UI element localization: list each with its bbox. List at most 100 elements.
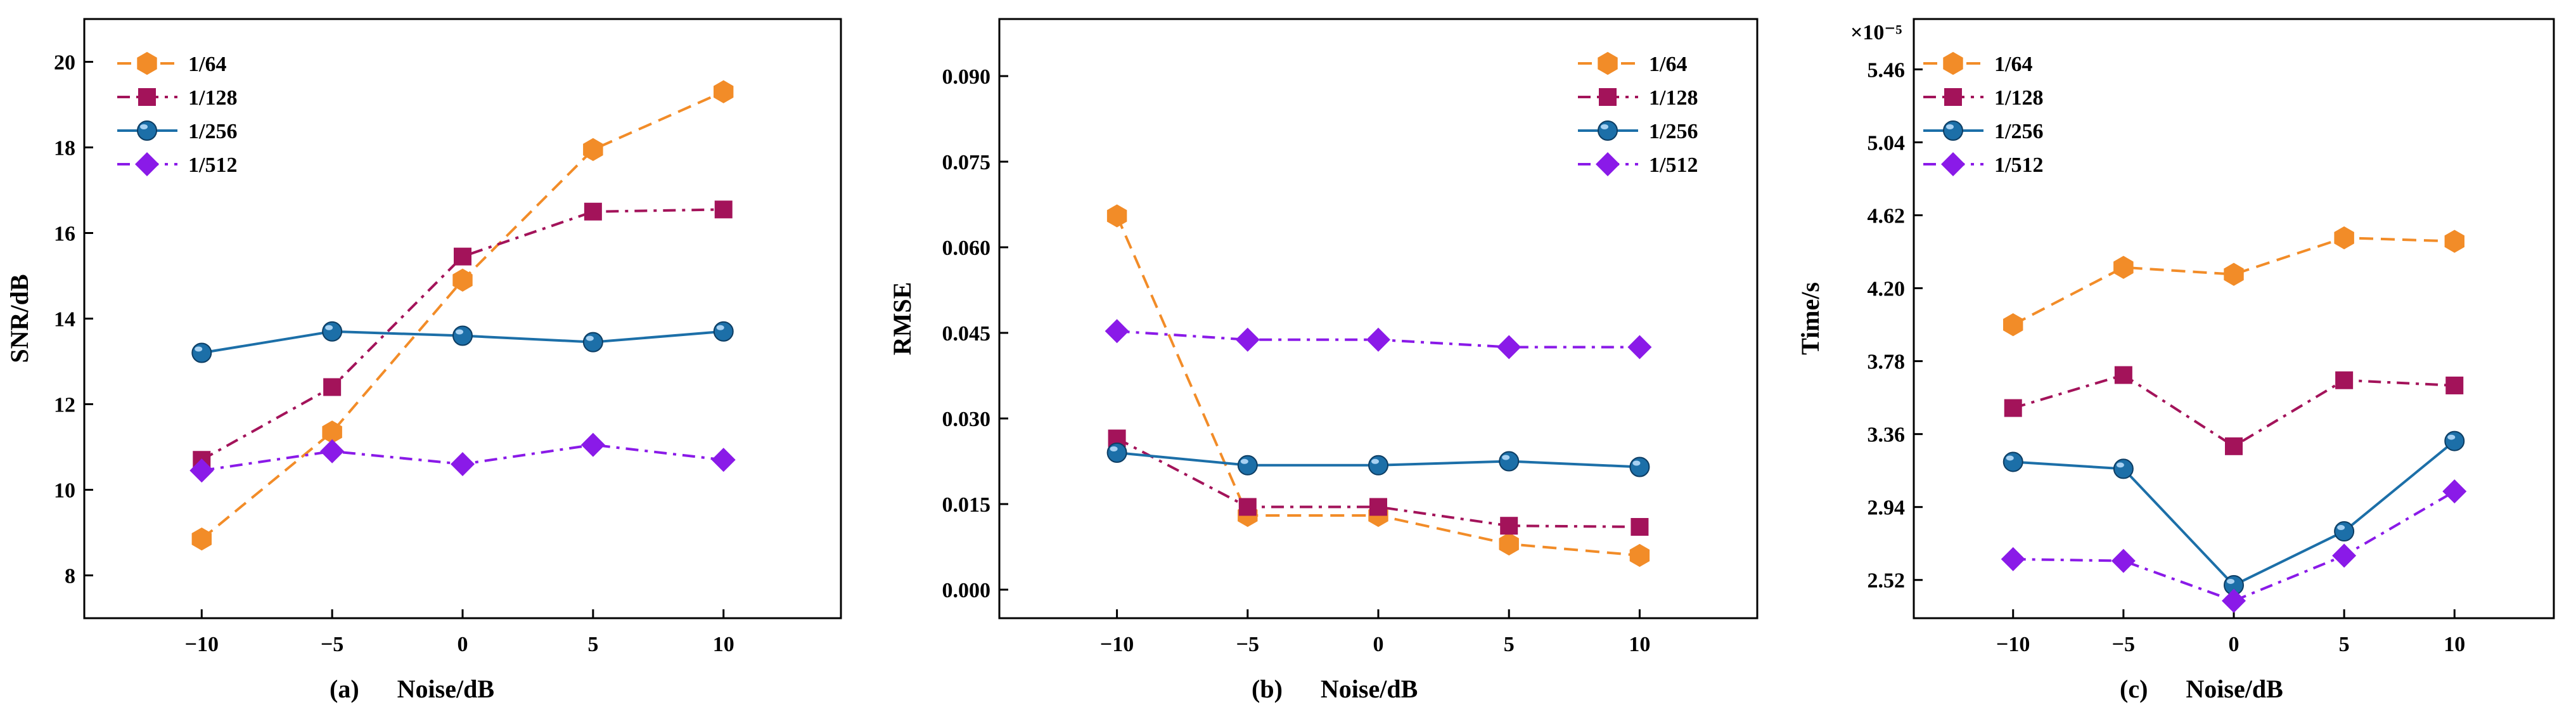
legend-label: 1/512	[188, 153, 237, 177]
y-tick-label: 2.52	[1868, 569, 1906, 593]
legend-marker-highlight	[1601, 124, 1608, 129]
series-1-256	[2002, 431, 2465, 595]
data-point	[191, 342, 212, 363]
data-point	[452, 268, 473, 292]
chart-panel-a: 8 10 12 14 16 18 20 −10 −5 0 5 10 SNR/dB (a) Noise/dB 1…	[5, 18, 842, 703]
y-tick-label: 0.075	[942, 151, 991, 174]
legend-marker	[1943, 120, 1963, 141]
caption-label: (c)	[2120, 675, 2148, 703]
series-1-512	[1105, 319, 1652, 360]
data-point	[2334, 521, 2355, 542]
data-point-highlight	[1502, 455, 1510, 460]
data-point	[320, 439, 345, 463]
y-tick-label: 18	[54, 137, 75, 160]
data-point	[189, 458, 214, 483]
data-point-highlight	[586, 335, 594, 341]
data-point	[191, 527, 212, 551]
data-point	[2332, 543, 2357, 568]
y-tick-label: 4.62	[1868, 205, 1906, 228]
data-point	[322, 321, 343, 342]
data-point	[2003, 313, 2023, 337]
data-point-highlight	[456, 329, 463, 335]
legend-marker	[1941, 152, 1965, 176]
data-point	[1106, 443, 1127, 463]
y-tick-label: 12	[54, 394, 75, 417]
data-point	[1500, 517, 1518, 535]
data-point	[1629, 457, 1650, 477]
legend-marker	[137, 51, 157, 75]
data-point-highlight	[2006, 455, 2014, 461]
legend-marker	[1596, 152, 1620, 176]
y-tick-label: 20	[54, 51, 75, 75]
y-tick-label: 0.060	[942, 236, 991, 260]
y-axis-title: SNR/dB	[5, 274, 34, 363]
data-point	[711, 448, 736, 472]
legend-label: 1/128	[188, 86, 237, 110]
legend-label: 1/64	[1994, 53, 2032, 76]
data-point	[1366, 327, 1390, 352]
legend-marker	[138, 88, 156, 106]
series-line	[2012, 236, 2455, 326]
data-point-highlight	[2116, 462, 2124, 468]
data-point-highlight	[2447, 434, 2456, 440]
data-point	[1627, 335, 1652, 360]
legend-label: 1/512	[1649, 153, 1698, 177]
series-1-64	[2003, 226, 2464, 337]
data-point	[2334, 226, 2354, 250]
legend-label: 1/256	[1649, 120, 1698, 143]
data-point	[2004, 399, 2022, 417]
data-point-highlight	[2227, 578, 2234, 584]
caption-label: (a)	[330, 675, 359, 703]
y-tick-label: 16	[54, 223, 75, 246]
y-tick-label: 0.015	[942, 493, 991, 517]
x-tick-label: 0	[1373, 633, 1384, 656]
data-point	[454, 247, 471, 266]
data-point	[1237, 455, 1258, 476]
series-1-128	[193, 200, 733, 469]
legend-marker	[1599, 88, 1617, 106]
y-tick-label: 0.030	[942, 408, 991, 431]
data-point	[1499, 532, 1519, 556]
x-tick-label: −5	[321, 633, 343, 656]
data-point	[1106, 204, 1127, 228]
panel-caption: (a) Noise/dB	[330, 675, 494, 703]
data-point	[1369, 498, 1387, 516]
legend-label: 1/128	[1649, 86, 1698, 110]
data-point	[583, 138, 603, 162]
legend-marker-highlight	[140, 124, 148, 129]
data-point	[2114, 366, 2132, 384]
y-tick-label: 3.36	[1868, 424, 1906, 447]
data-point	[1105, 319, 1129, 344]
y-tick-label: 0.045	[942, 322, 991, 346]
legend: 1/64 1/128 1/256 1/512	[1578, 51, 1698, 177]
y-axis-title: RMSE	[888, 282, 916, 356]
data-point	[2222, 588, 2246, 613]
x-tick-label: 10	[713, 633, 734, 656]
data-point	[2224, 262, 2244, 286]
legend-label: 1/512	[1994, 153, 2043, 177]
caption-text: Noise/dB	[397, 675, 494, 703]
data-point	[2444, 230, 2464, 253]
data-point-highlight	[1632, 460, 1641, 466]
data-point	[1629, 543, 1650, 567]
series-1-64	[191, 80, 734, 551]
data-point	[2225, 437, 2243, 455]
series-1-256	[1106, 443, 1650, 477]
x-tick-label: −10	[185, 633, 219, 656]
series-line	[2013, 373, 2455, 448]
series-1-512	[189, 432, 736, 483]
x-tick-label: 0	[2229, 633, 2240, 656]
data-point	[2113, 256, 2134, 279]
data-point-highlight	[1110, 446, 1118, 451]
y-tick-label: 8	[65, 565, 75, 588]
data-point	[2445, 376, 2464, 394]
legend-marker	[135, 152, 159, 176]
y-tick-label: 0.000	[942, 579, 991, 602]
data-point-highlight	[2337, 525, 2345, 531]
data-point	[584, 202, 602, 221]
legend-marker	[1598, 51, 1618, 75]
data-point-highlight	[716, 325, 724, 330]
x-tick-label: 10	[1629, 633, 1650, 656]
x-tick-label: −10	[1996, 633, 2030, 656]
chart-panel-c: 2.52 2.94 3.36 3.78 4.20 4.62 5.04 5.46 −10 −5 0 5 1…	[1796, 18, 2555, 703]
